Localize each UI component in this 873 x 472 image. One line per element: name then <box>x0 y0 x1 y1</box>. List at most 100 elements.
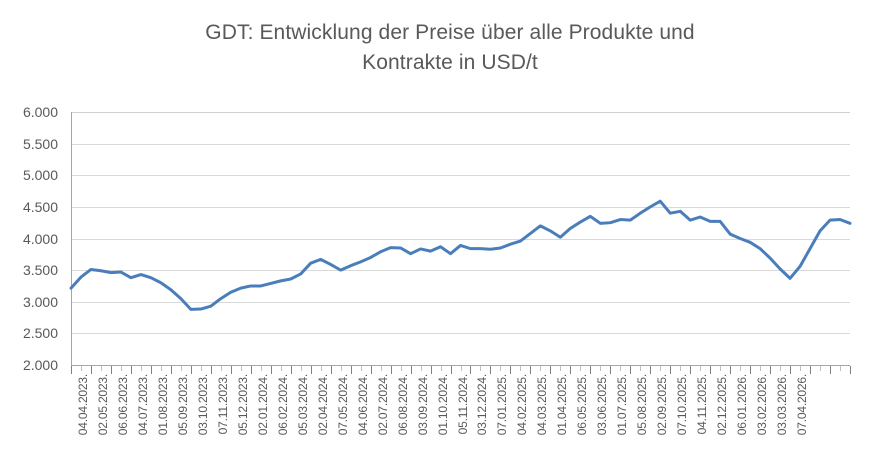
x-axis-tick <box>260 366 262 371</box>
x-axis-tick <box>120 366 122 371</box>
x-axis-tick <box>650 366 652 374</box>
x-axis-label-02-09-2025-: 02.09.2025. <box>655 374 670 436</box>
x-axis-tick <box>540 366 542 371</box>
x-axis-tick <box>280 366 282 371</box>
x-axis-tick <box>670 366 672 374</box>
chart-title-line-1: GDT: Entwicklung der Preise über alle Pr… <box>205 21 695 44</box>
x-axis-tick <box>140 366 142 371</box>
gridline-3500 <box>72 270 850 271</box>
x-axis-label-05-12-2023-: 05.12.2023. <box>235 374 250 436</box>
y-axis-label-6000: 6.000 <box>22 104 58 120</box>
x-axis-tick <box>850 366 851 374</box>
x-axis-label-02-01-2024-: 02.01.2024. <box>255 374 270 436</box>
y-axis-label-2000: 2.000 <box>22 357 58 373</box>
y-axis-label-3000: 3.000 <box>22 293 58 310</box>
x-axis-tick <box>800 366 802 371</box>
gridline-5000 <box>72 175 850 176</box>
x-axis-label-06-02-2024-: 06.02.2024. <box>275 374 290 436</box>
x-axis-tick <box>390 366 392 374</box>
x-axis-tick <box>790 366 792 374</box>
x-axis-tick <box>450 366 452 374</box>
x-axis-tick <box>770 366 772 374</box>
x-axis-tick <box>210 366 212 374</box>
chart-title-line-2: Kontrakte in USD/t <box>362 51 538 74</box>
x-axis-tick <box>630 366 632 374</box>
x-axis-label-06-06-2023-: 06.06.2023. <box>115 374 130 436</box>
x-axis-tick <box>230 366 232 374</box>
x-axis-tick <box>810 366 812 374</box>
gridline-2500 <box>72 333 850 334</box>
x-axis-tick <box>220 366 222 371</box>
x-axis-label-01-08-2023-: 01.08.2023. <box>155 374 170 436</box>
x-axis-label-03-12-2024-: 03.12.2024. <box>475 374 490 436</box>
x-axis-tick <box>110 366 112 374</box>
x-axis-tick <box>380 366 382 371</box>
gridline-3000 <box>72 302 850 303</box>
x-axis-label-03-09-2024-: 03.09.2024. <box>415 374 430 436</box>
x-axis-label-07-10-2025-: 07.10.2025. <box>675 374 690 436</box>
x-axis-tick <box>160 366 162 371</box>
x-axis-label-07-05-2024-: 07.05.2024. <box>335 374 350 436</box>
x-axis-label-05-03-2024-: 05.03.2024. <box>295 374 310 436</box>
x-axis-tick <box>250 366 252 374</box>
y-axis-label-5000: 5.000 <box>22 167 58 184</box>
x-axis-tick <box>440 366 442 371</box>
chart-title: GDT: Entwicklung der Preise über alle Pr… <box>110 18 790 78</box>
x-axis-tick <box>460 366 462 371</box>
x-axis-tick <box>80 366 82 371</box>
x-axis-tick <box>660 366 662 371</box>
x-axis-tick <box>530 366 532 374</box>
x-axis-tick <box>550 366 552 374</box>
x-axis-tick <box>420 366 422 371</box>
x-axis-tick <box>760 366 762 371</box>
plot-area <box>69 112 852 366</box>
x-axis-line <box>71 365 850 366</box>
x-axis-tick <box>840 366 841 371</box>
x-axis-tick <box>570 366 572 374</box>
x-axis-tick <box>90 366 92 374</box>
x-axis-label-01-04-2025-: 01.04.2025. <box>555 374 570 436</box>
x-axis-tick <box>150 366 152 374</box>
x-axis-tick <box>340 366 342 371</box>
x-axis-label-02-04-2024-: 02.04.2024. <box>315 374 330 436</box>
x-axis-label-02-05-2023-: 02.05.2023. <box>95 374 110 436</box>
x-axis-tick <box>690 366 692 374</box>
x-axis-label-01-10-2024-: 01.10.2024. <box>435 374 450 436</box>
gridline-5500 <box>72 144 850 145</box>
x-axis-tick <box>270 366 272 374</box>
x-axis-tick <box>410 366 412 374</box>
x-axis-tick <box>710 366 712 374</box>
x-axis-tick <box>500 366 502 371</box>
x-axis-ticks <box>71 366 851 375</box>
x-axis-tick <box>560 366 562 371</box>
x-axis-tick <box>580 366 582 371</box>
y-axis-label-5500: 5.500 <box>22 135 58 152</box>
x-axis-tick <box>520 366 522 371</box>
x-axis-label-04-06-2024-: 04.06.2024. <box>355 374 370 436</box>
x-axis-tick <box>400 366 402 371</box>
x-axis-label-07-01-2025-: 07.01.2025. <box>495 374 510 436</box>
x-axis-tick <box>470 366 472 374</box>
y-axis-label-2500: 2.500 <box>22 325 58 342</box>
x-axis-tick <box>71 366 72 374</box>
y-axis: 6.000 5.500 5.000 4.500 4.000 3.500 3.000 2.500… <box>0 104 66 373</box>
gridline-6000 <box>72 112 850 113</box>
x-axis-tick <box>820 366 822 371</box>
x-axis-tick <box>360 366 362 371</box>
x-axis-tick <box>430 366 432 374</box>
x-axis-tick <box>170 366 172 374</box>
x-axis-tick <box>750 366 752 374</box>
x-axis-label-07-11-2023-: 07.11.2023. <box>215 374 230 435</box>
x-axis-tick <box>310 366 312 374</box>
x-axis-tick <box>130 366 132 374</box>
x-axis-tick <box>730 366 732 374</box>
x-axis-label-04-03-2025-: 04.03.2025. <box>535 374 550 436</box>
gridline-4500 <box>72 207 850 208</box>
series-line-gdt-preisindex <box>69 199 852 311</box>
x-axis-tick <box>370 366 372 374</box>
gridline-4000 <box>72 239 850 240</box>
x-axis-tick <box>490 366 492 374</box>
x-axis-label-02-07-2024-: 02.07.2024. <box>375 374 390 436</box>
x-axis-label-03-03-2026-: 03.03.2026. <box>775 374 790 436</box>
